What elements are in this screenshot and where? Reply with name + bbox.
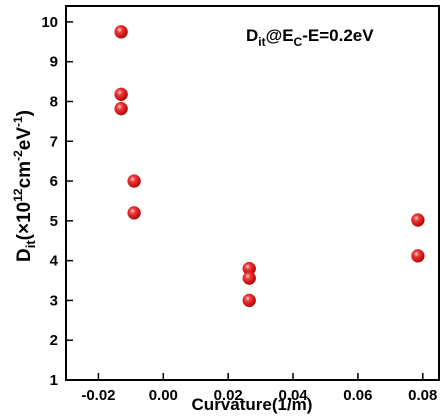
plot-frame	[65, 5, 440, 381]
data-points	[114, 25, 425, 308]
x-tick-label: 0.00	[149, 387, 178, 404]
y-tick-label: 7	[50, 133, 58, 150]
data-point	[242, 271, 257, 285]
y-tick-label: 10	[41, 14, 58, 31]
data-point	[242, 293, 257, 308]
y-tick-label: 8	[50, 93, 58, 110]
y-tick-label: 3	[50, 292, 58, 309]
x-tick-label: 0.08	[408, 387, 437, 404]
x-tick-label: 0.06	[343, 387, 372, 404]
y-tick-label: 6	[50, 173, 58, 190]
y-tick-label: 5	[50, 213, 58, 230]
y-tick-label: 2	[50, 332, 58, 349]
data-point	[114, 25, 128, 39]
x-tick-label: -0.02	[81, 387, 115, 404]
chart-annotation: Dit@EC-E=0.2eV	[246, 26, 374, 49]
y-tick-label: 9	[50, 54, 58, 71]
x-tick-label: 0.02	[214, 387, 243, 404]
y-tick-label: 1	[50, 372, 58, 389]
y-axis-ticks: 1 2 3 4 5 6 7 8 9 10	[41, 14, 73, 389]
x-axis-ticks: -0.02 0.00 0.02 0.04 0.06 0.08	[81, 373, 437, 404]
y-tick-label: 4	[50, 253, 59, 270]
data-point	[411, 213, 425, 227]
x-tick-label: 0.04	[278, 387, 308, 404]
data-point	[411, 249, 425, 263]
x-axis-title: Curvature(1/m)	[192, 395, 313, 414]
data-point	[114, 101, 128, 116]
data-point	[127, 174, 141, 188]
data-point	[114, 87, 128, 102]
y-axis-title: Dit(×1012cm-2eV-1)	[11, 110, 38, 262]
data-point	[127, 206, 141, 220]
